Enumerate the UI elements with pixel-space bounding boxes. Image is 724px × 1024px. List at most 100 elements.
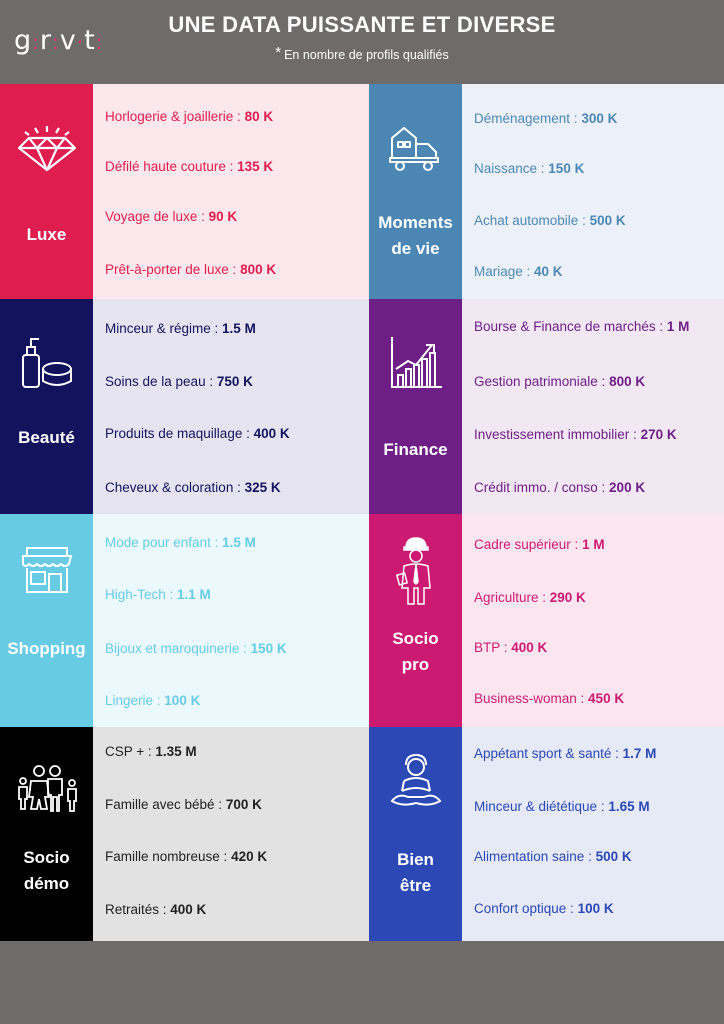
- list-item: Appétant sport & santé : 1.7 M: [474, 746, 656, 761]
- header: g:r:v·t: UNE DATA PUISSANTE ET DIVERSE *…: [0, 0, 724, 84]
- category-label-line: Bien: [397, 850, 434, 869]
- worker-icon: [395, 536, 436, 611]
- item-value: 100 K: [577, 901, 614, 916]
- item-name: Prêt-à-porter de luxe :: [105, 262, 241, 277]
- item-value: 1.7 M: [622, 746, 657, 761]
- category-list-bien-etre: Appétant sport & santé : 1.7 M Minceur & …: [462, 727, 724, 941]
- item-value: 1 M: [666, 319, 690, 334]
- item-value: 500 K: [595, 849, 632, 864]
- page-subtitle: * En nombre de profils qualifiés: [0, 45, 724, 62]
- list-item: Soins de la peau : 750 K: [105, 374, 253, 389]
- item-name: Agriculture :: [474, 590, 550, 605]
- list-item: BTP : 400 K: [474, 640, 547, 655]
- item-value: 1.35 M: [155, 744, 197, 759]
- logo-letter: g: [14, 25, 33, 56]
- category-label: Luxe: [0, 222, 93, 248]
- category-label-line: Socio: [23, 848, 70, 867]
- category-list-finance: Bourse & Finance de marchés : 1 M Gestion…: [462, 299, 724, 514]
- category-label-line: Socio: [392, 629, 439, 648]
- item-name: Famille nombreuse :: [105, 849, 232, 864]
- category-label: Bien être: [369, 847, 462, 899]
- item-value: 200 K: [609, 480, 646, 495]
- category-label-line: Shopping: [7, 639, 86, 658]
- category-label-line: démo: [23, 874, 70, 893]
- category-list-socio-pro: Cadre supérieur : 1 M Agriculture : 290 K…: [462, 514, 724, 727]
- item-name: Famille avec bébé :: [105, 797, 226, 812]
- list-item: Minceur & régime : 1.5 M: [105, 321, 256, 336]
- list-item: Business-woman : 450 K: [474, 691, 624, 706]
- list-item: Mariage : 40 K: [474, 264, 563, 279]
- item-name: Lingerie :: [105, 693, 165, 708]
- item-value: 800 K: [609, 374, 646, 389]
- list-item: Famille nombreuse : 420 K: [105, 849, 267, 864]
- growth-chart-icon: [388, 335, 444, 396]
- moving-truck-icon: [388, 124, 444, 177]
- list-item: Produits de maquillage : 400 K: [105, 426, 290, 441]
- asterisk: *: [275, 44, 282, 61]
- list-item: Bijoux et maroquinerie : 150 K: [105, 641, 287, 656]
- category-list-beaute: Minceur & régime : 1.5 M Soins de la peau…: [93, 299, 369, 514]
- item-name: Alimentation saine :: [474, 849, 596, 864]
- logo-letter: v: [59, 25, 77, 56]
- list-item: Déménagement : 300 K: [474, 111, 617, 126]
- list-item: High-Tech : 1.1 M: [105, 587, 211, 602]
- logo-letter: t: [84, 25, 96, 56]
- category-shopping: Shopping: [0, 514, 93, 727]
- item-value: 150 K: [250, 641, 287, 656]
- list-item: Crédit immo. / conso : 200 K: [474, 480, 645, 495]
- item-value: 750 K: [216, 374, 253, 389]
- item-value: 290 K: [549, 590, 586, 605]
- category-label: Finance: [369, 437, 462, 463]
- item-name: Minceur & régime :: [105, 321, 223, 336]
- category-label-line: Beauté: [18, 428, 75, 447]
- item-name: Mode pour enfant :: [105, 535, 223, 550]
- meditation-icon: [388, 753, 444, 814]
- item-value: 1.1 M: [177, 587, 211, 602]
- item-value: 400 K: [511, 640, 548, 655]
- list-item: Gestion patrimoniale : 800 K: [474, 374, 645, 389]
- store-icon: [19, 544, 75, 601]
- category-list-shopping: Mode pour enfant : 1.5 M High-Tech : 1.1 …: [93, 514, 369, 727]
- list-item: CSP + : 1.35 M: [105, 744, 197, 759]
- item-name: Bijoux et maroquinerie :: [105, 641, 251, 656]
- item-value: 450 K: [588, 691, 625, 706]
- category-moments: Moments de vie: [369, 84, 462, 299]
- list-item: Agriculture : 290 K: [474, 590, 586, 605]
- category-beaute: Beauté: [0, 299, 93, 514]
- item-name: Déménagement :: [474, 111, 582, 126]
- item-value: 270 K: [640, 427, 677, 442]
- family-icon: [15, 761, 79, 818]
- cosmetics-icon: [17, 335, 77, 396]
- item-value: 300 K: [581, 111, 618, 126]
- item-value: 40 K: [534, 264, 563, 279]
- item-value: 400 K: [253, 426, 290, 441]
- category-bien-etre: Bien être: [369, 727, 462, 941]
- category-list-luxe: Horlogerie & joaillerie : 80 K Défilé hau…: [93, 84, 369, 299]
- category-socio-demo: Socio démo: [0, 727, 93, 941]
- list-item: Défilé haute couture : 135 K: [105, 159, 273, 174]
- item-name: Retraités :: [105, 902, 171, 917]
- list-item: Lingerie : 100 K: [105, 693, 200, 708]
- list-item: Cheveux & coloration : 325 K: [105, 480, 281, 495]
- category-label: Moments de vie: [369, 210, 462, 262]
- category-label-line: pro: [401, 655, 430, 674]
- item-value: 80 K: [244, 109, 274, 124]
- item-name: Défilé haute couture :: [105, 159, 238, 174]
- item-value: 100 K: [164, 693, 201, 708]
- item-name: Gestion patrimoniale :: [474, 374, 610, 389]
- list-item: Minceur & diététique : 1.65 M: [474, 799, 650, 814]
- item-name: Investissement immobilier :: [474, 427, 641, 442]
- list-item: Achat automobile : 500 K: [474, 213, 626, 228]
- category-finance: Finance: [369, 299, 462, 514]
- item-value: 1 M: [582, 537, 605, 552]
- item-value: 1.5 M: [222, 535, 256, 550]
- list-item: Retraités : 400 K: [105, 902, 206, 917]
- item-value: 420 K: [231, 849, 268, 864]
- category-label: Socio pro: [369, 626, 462, 678]
- item-name: High-Tech :: [105, 587, 178, 602]
- list-item: Mode pour enfant : 1.5 M: [105, 535, 256, 550]
- item-name: Produits de maquillage :: [105, 426, 254, 441]
- item-name: Business-woman :: [474, 691, 589, 706]
- logo: g:r:v·t:: [14, 25, 104, 56]
- logo-letter: r: [39, 25, 52, 56]
